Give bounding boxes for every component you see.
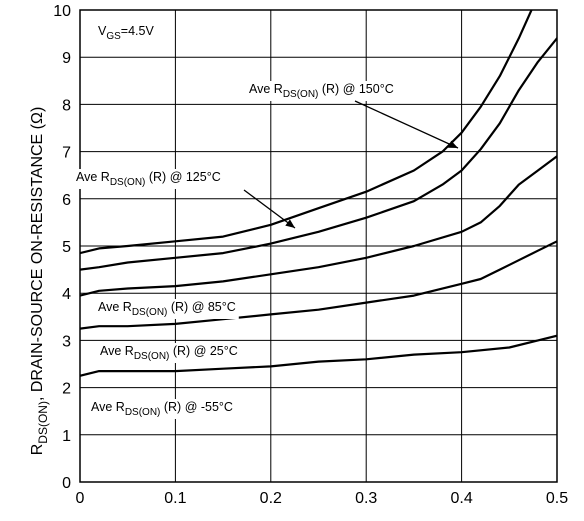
x-tick-label: 0.3 [355, 490, 377, 507]
series-label-bg [246, 81, 397, 101]
y-axis-label-main: R [29, 444, 46, 456]
series-label-2: Ave RDS(ON) (R) @ 85°C [98, 300, 236, 318]
x-tick-label: 0.4 [450, 490, 472, 507]
y-tick-label: 3 [62, 333, 71, 350]
tick-labels: 0 0.1 0.2 0.3 0.4 0.5 0 1 2 3 4 5 6 7 8 9 10 [53, 3, 568, 507]
y-axis-label-rest: , DRAIN-SOURCE ON-RESISTANCE (Ω) [29, 107, 46, 401]
series-line-0 [80, 10, 533, 255]
y-tick-label: 0 [62, 475, 71, 492]
x-tick-label: 0.5 [546, 490, 568, 507]
annotations: VGS=4.5V Ave RDS(ON) (R) @ 150°C Ave RDS(O… [73, 24, 459, 419]
y-tick-label: 1 [62, 428, 71, 445]
x-tick-label: 0.1 [164, 490, 186, 507]
plot-frame [79, 9, 558, 483]
condition-label: VGS=4.5V [98, 24, 154, 42]
arrowhead [448, 140, 458, 148]
series-line-2 [80, 155, 557, 297]
series-line-4 [80, 334, 557, 377]
y-axis-label: RDS(ON), DRAIN-SOURCE ON-RESISTANCE (Ω) [29, 107, 50, 456]
series-label-bg [73, 169, 224, 189]
y-tick-label: 10 [53, 3, 71, 20]
y-tick-label: 8 [62, 97, 71, 114]
arrowhead [285, 219, 295, 228]
series-label-bg [97, 343, 241, 363]
y-tick-label: 2 [62, 381, 71, 398]
x-tick-label: 0 [76, 490, 85, 507]
y-tick-label: 4 [62, 286, 71, 303]
annotation-arrow [243, 189, 296, 229]
series-line-3 [80, 240, 557, 330]
series-label-bg [88, 399, 236, 419]
series-label-4: Ave RDS(ON) (R) @ -55°C [91, 400, 233, 418]
series-line-1 [80, 37, 557, 271]
y-tick-label: 9 [62, 50, 71, 67]
series-label-1: Ave RDS(ON) (R) @ 125°C [76, 170, 221, 188]
series-label-bg [95, 299, 239, 319]
series-layer [80, 10, 557, 377]
y-tick-label: 7 [62, 145, 71, 162]
series-label-0: Ave RDS(ON) (R) @ 150°C [249, 82, 394, 100]
series-label-3: Ave RDS(ON) (R) @ 25°C [100, 344, 238, 362]
y-tick-label: 6 [62, 192, 71, 209]
x-tick-label: 0.2 [260, 490, 282, 507]
annotation-arrow [354, 100, 459, 149]
y-tick-label: 5 [62, 239, 71, 256]
y-axis-label-sub: DS(ON) [36, 401, 50, 444]
